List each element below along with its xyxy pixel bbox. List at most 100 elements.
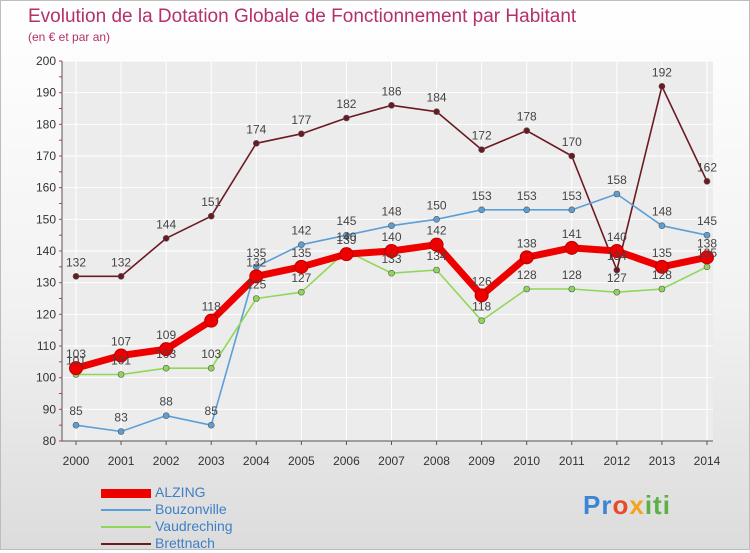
x-tick-label: 2004: [243, 454, 270, 468]
data-point-vaudreching: [298, 288, 305, 296]
data-point-bouzonville: [703, 231, 711, 239]
legend-label: ALZING: [155, 484, 206, 500]
data-label-brettnach: 151: [201, 195, 221, 209]
data-label-alzing: 142: [427, 224, 447, 238]
y-tick-label: 100: [36, 371, 56, 385]
data-label-brettnach: 177: [291, 113, 311, 127]
x-tick-label: 2013: [649, 454, 676, 468]
data-point-alzing: [564, 240, 579, 255]
data-label-alzing: 109: [156, 328, 176, 342]
x-tick-label: 2000: [63, 454, 90, 468]
data-point-bouzonville: [343, 231, 350, 239]
data-label-vaudreching: 127: [607, 271, 627, 285]
data-label-vaudreching: 127: [291, 271, 311, 285]
data-label-vaudreching: 128: [517, 268, 537, 282]
logo-part: o: [612, 490, 630, 520]
x-tick-label: 2007: [378, 454, 405, 468]
data-point-bouzonville: [523, 206, 531, 214]
x-tick-label: 2011: [559, 454, 585, 468]
data-point-brettnach: [703, 178, 711, 185]
data-point-brettnach: [523, 127, 531, 134]
data-label-bouzonville: 148: [652, 205, 672, 219]
data-point-alzing: [474, 288, 489, 303]
data-label-bouzonville: 83: [114, 411, 128, 425]
data-label-vaudreching: 133: [381, 252, 401, 266]
data-label-alzing: 138: [697, 236, 717, 250]
data-label-alzing: 135: [652, 246, 672, 260]
x-tick-label: 2002: [153, 454, 180, 468]
data-label-bouzonville: 153: [472, 189, 492, 203]
data-point-bouzonville: [72, 421, 80, 429]
x-tick-label: 2006: [333, 454, 360, 468]
data-label-brettnach: 132: [111, 255, 131, 269]
data-point-vaudreching: [117, 371, 125, 378]
data-point-bouzonville: [162, 412, 170, 419]
data-point-brettnach: [162, 235, 170, 242]
data-point-vaudreching: [658, 285, 666, 293]
data-point-brettnach: [252, 140, 260, 147]
y-tick-label: 200: [36, 54, 56, 68]
data-label-bouzonville: 153: [517, 189, 537, 203]
data-point-alzing: [204, 313, 219, 328]
data-label-bouzonville: 153: [562, 189, 582, 203]
y-tick-label: 90: [43, 402, 57, 416]
data-point-bouzonville: [658, 222, 666, 229]
data-label-brettnach: 132: [66, 255, 86, 269]
data-point-bouzonville: [613, 190, 621, 198]
legend-label: Brettnach: [155, 535, 215, 551]
y-tick-label: 110: [37, 339, 56, 353]
data-label-bouzonville: 135: [246, 246, 266, 260]
data-label-bouzonville: 142: [291, 224, 311, 238]
x-tick-label: 2012: [604, 454, 631, 468]
data-label-brettnach: 184: [427, 91, 447, 105]
data-point-vaudreching: [703, 263, 711, 271]
data-point-vaudreching: [162, 364, 170, 372]
y-tick-label: 190: [36, 86, 56, 100]
data-point-alzing: [249, 269, 264, 284]
data-label-vaudreching: 101: [66, 354, 86, 368]
x-tick-label: 2003: [198, 454, 225, 468]
data-point-bouzonville: [568, 206, 576, 214]
data-label-brettnach: 182: [336, 97, 356, 111]
data-label-brettnach: 170: [562, 135, 582, 149]
y-tick-label: 160: [36, 181, 56, 195]
data-label-alzing: 141: [562, 227, 582, 241]
data-label-alzing: 103: [66, 347, 86, 361]
data-label-brettnach: 144: [156, 217, 176, 231]
data-point-bouzonville: [117, 428, 125, 435]
data-point-alzing: [700, 250, 714, 265]
data-point-alzing: [519, 250, 534, 265]
data-label-vaudreching: 125: [246, 278, 266, 292]
data-point-brettnach: [72, 273, 80, 280]
data-point-alzing: [339, 247, 354, 262]
data-label-vaudreching: 128: [652, 268, 672, 282]
data-label-alzing: 132: [246, 255, 266, 269]
data-label-bouzonville: 145: [336, 214, 356, 228]
y-tick-label: 130: [36, 276, 56, 290]
data-label-bouzonville: 145: [697, 214, 717, 228]
data-point-brettnach: [207, 212, 215, 220]
logo-part: x: [629, 490, 645, 520]
data-point-vaudreching: [207, 364, 215, 372]
data-label-vaudreching: 101: [111, 354, 131, 368]
data-label-brettnach: 162: [697, 160, 717, 174]
x-tick-label: 2005: [288, 454, 315, 468]
data-point-vaudreching: [252, 295, 260, 302]
data-label-bouzonville: 148: [381, 205, 401, 219]
x-tick-label: 2001: [108, 454, 135, 468]
data-label-bouzonville: 88: [159, 395, 173, 409]
data-label-vaudreching: 134: [427, 249, 447, 263]
proxiti-logo: Proxiti: [583, 490, 671, 521]
data-point-vaudreching: [478, 317, 485, 324]
data-point-vaudreching: [568, 285, 576, 293]
x-tick-label: 2010: [513, 454, 540, 468]
data-label-alzing: 107: [111, 335, 131, 349]
data-point-alzing: [69, 361, 83, 376]
data-point-bouzonville: [478, 206, 485, 214]
data-point-alzing: [294, 259, 309, 274]
data-point-alzing: [609, 244, 624, 258]
data-label-bouzonville: 85: [69, 404, 83, 418]
data-label-bouzonville: 158: [607, 173, 627, 187]
data-point-vaudreching: [433, 266, 440, 274]
